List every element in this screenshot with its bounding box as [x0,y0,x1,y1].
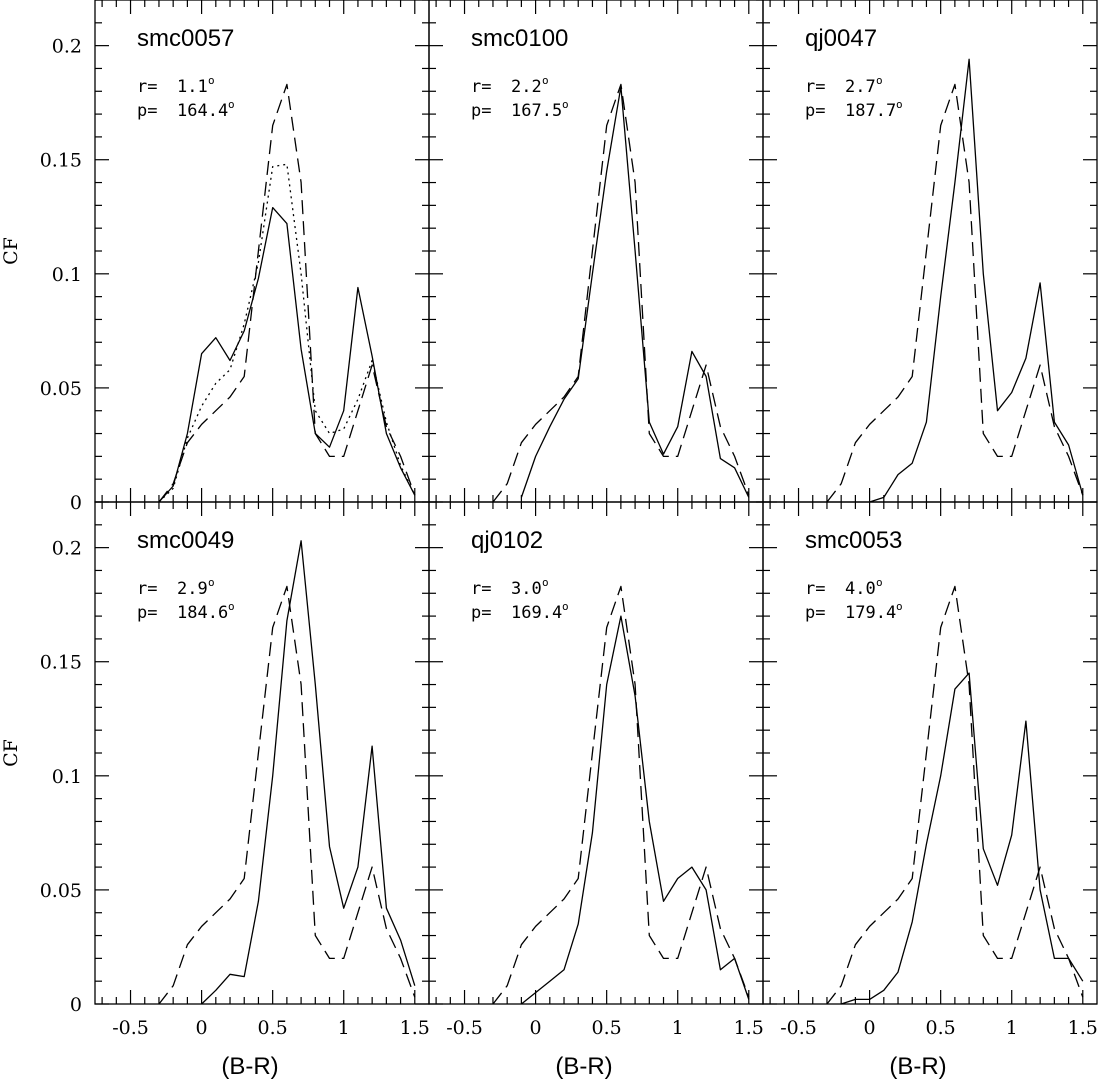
x-tick-label: 0.5 [592,1017,622,1039]
r-degree-mark: o [876,74,883,87]
x-tick-label: 1.5 [400,1017,430,1039]
p-value: 167.5 [511,101,562,121]
y-tick-label: 0.1 [52,766,82,788]
x-axis-label: (B-R) [889,1053,946,1080]
p-label: p= [805,101,825,121]
p-degree-mark: o [228,600,235,613]
solid-series-line [158,206,416,503]
reference-series-line [492,585,750,1005]
x-axis-label: (B-R) [555,1053,612,1080]
y-axis-label: CF [0,739,22,767]
y-tick-label: 0 [70,492,82,514]
panel-title: smc0100 [471,25,568,52]
x-tick-label: -0.5 [780,1017,817,1039]
y-tick-label: 0.15 [40,150,82,172]
r-label: r= [471,579,491,599]
reference-series-line [826,585,1084,1005]
r-value: 2.2 [511,77,542,97]
plot-frame [762,501,1098,1005]
solid-series-line [840,672,1084,1005]
panel-title: smc0057 [137,25,234,52]
p-degree-mark: o [896,98,903,111]
y-axis-label: CF [0,237,22,265]
p-label: p= [137,603,157,623]
p-value: 169.4 [511,603,562,623]
p-value: 179.4 [845,603,896,623]
panel-title: qj0047 [805,25,877,52]
x-tick-label: 1 [338,1017,350,1039]
p-value: 187.7 [845,101,896,121]
r-value: 2.7 [845,77,876,97]
y-tick-label: 0.1 [52,264,82,286]
p-value: 164.4 [177,101,228,121]
r-value: 4.0 [845,579,876,599]
p-degree-mark: o [896,600,903,613]
r-degree-mark: o [542,74,549,87]
r-value: 3.0 [511,579,542,599]
y-tick-label: 0.2 [52,538,82,560]
plot-frame [94,0,430,503]
x-tick-label: -0.5 [112,1017,149,1039]
x-tick-label: 0.5 [258,1017,288,1039]
solid-series-line [520,86,750,498]
x-tick-label: 1 [1006,1017,1018,1039]
x-tick-label: -0.5 [446,1017,483,1039]
p-value: 184.6 [177,603,228,623]
panel-title: qj0102 [471,527,543,554]
p-label: p= [137,101,157,121]
x-tick-label: 1 [672,1017,684,1039]
reference-series-line [158,83,416,503]
r-value: 2.9 [177,579,208,599]
plot-frame [762,0,1098,503]
panel-smc0049: 0 0.05 0.1 0.15 0.2 CF -0.5 0 0.5 1 1.5 (B-R) smc004… [0,501,430,1080]
panel-title: smc0053 [805,527,902,554]
dotted-series-line [158,163,416,503]
y-tick-label: 0.05 [40,378,82,400]
p-label: p= [805,603,825,623]
x-axis-label: (B-R) [221,1053,278,1080]
r-label: r= [471,77,491,97]
r-label: r= [805,77,825,97]
plot-frame [94,501,430,1005]
r-degree-mark: o [542,576,549,589]
panel-title: smc0049 [137,527,234,554]
reference-series-line [826,83,1084,503]
y-tick-label: 0.05 [40,880,82,902]
r-degree-mark: o [876,576,883,589]
x-tick-label: 1.5 [734,1017,764,1039]
x-tick-label: 0 [530,1017,542,1039]
x-tick-label: 0 [864,1017,876,1039]
solid-series-line [201,540,416,1005]
reference-series-line [158,585,416,1005]
x-tick-label: 1.5 [1068,1017,1098,1039]
p-degree-mark: o [562,600,569,613]
r-degree-mark: o [208,74,215,87]
solid-series-line [520,615,750,1005]
x-tick-label: 0.5 [926,1017,956,1039]
y-tick-label: 0 [70,994,82,1016]
p-degree-mark: o [562,98,569,111]
r-label: r= [805,579,825,599]
r-label: r= [137,77,157,97]
p-label: p= [471,603,491,623]
r-label: r= [137,579,157,599]
p-degree-mark: o [228,98,235,111]
r-degree-mark: o [208,576,215,589]
r-value: 1.1 [177,77,208,97]
reference-series-line [492,83,750,503]
y-tick-label: 0.2 [52,36,82,58]
y-tick-label: 0.15 [40,652,82,674]
p-label: p= [471,101,491,121]
x-tick-label: 0 [196,1017,208,1039]
solid-series-line [869,58,1084,503]
